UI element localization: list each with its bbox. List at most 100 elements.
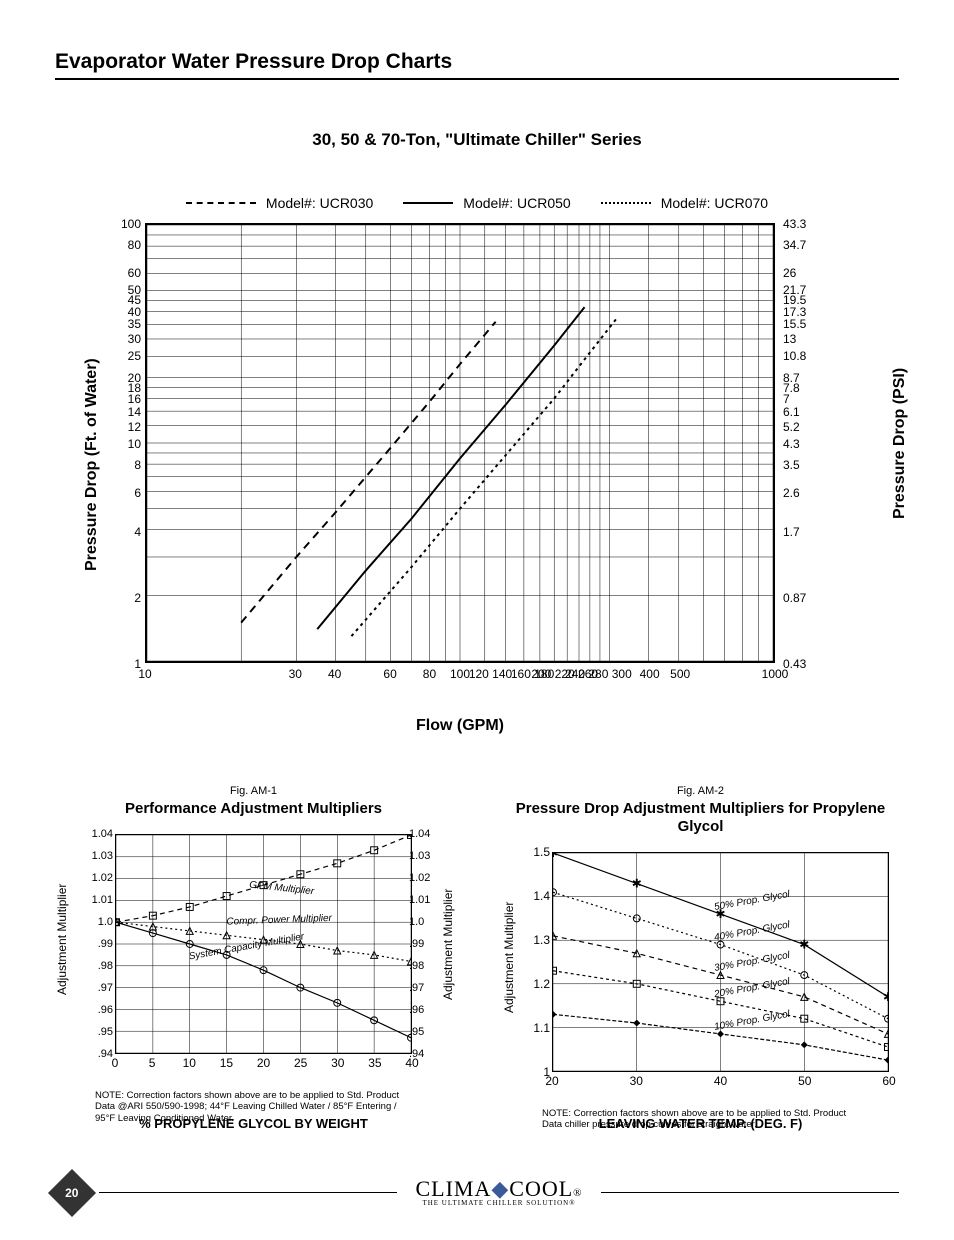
page-number-badge: 20 (48, 1169, 96, 1217)
y-tick: 1.04 (409, 828, 437, 840)
y-tick: 20 (113, 371, 141, 385)
y-tick: 1.0 (85, 916, 113, 928)
x-tick: 0 (112, 1056, 119, 1070)
x-tick: 30 (630, 1074, 643, 1088)
y-tick: 1.01 (409, 894, 437, 906)
x-tick: 400 (640, 667, 660, 681)
chart-am2-title: Pressure Drop Adjustment Multipliers for… (502, 800, 899, 836)
x-tick: 20 (545, 1074, 558, 1088)
x-tick: 1000 (762, 667, 789, 681)
y-tick: .99 (85, 938, 113, 950)
legend-label: Model#: UCR030 (266, 195, 373, 211)
y-tick-right: 5.2 (783, 420, 823, 434)
x-tick: 30 (289, 667, 302, 681)
y-tick: 1.2 (525, 977, 550, 991)
y-tick: .98 (85, 960, 113, 972)
y-tick: 1.1 (525, 1021, 550, 1035)
y-tick: 14 (113, 405, 141, 419)
legend-label: Model#: UCR070 (661, 195, 768, 211)
x-tick: 100 (450, 667, 470, 681)
y-tick-right: 4.3 (783, 437, 823, 451)
x-tick: 40 (328, 667, 341, 681)
x-tick: 40 (714, 1074, 727, 1088)
solid-line-icon (403, 202, 453, 204)
y-tick: 6 (113, 486, 141, 500)
y-tick-right: 1.7 (783, 525, 823, 539)
dotted-line-icon (601, 202, 651, 204)
x-axis-label: % PROPYLENE GLYCOL BY WEIGHT (55, 1116, 452, 1131)
y-tick-right: 0.87 (783, 591, 823, 605)
svg-text:✱: ✱ (553, 853, 558, 860)
x-tick: 80 (423, 667, 436, 681)
y-tick-right: 43.3 (783, 217, 823, 231)
x-tick: 60 (882, 1074, 895, 1088)
legend-label: Model#: UCR050 (463, 195, 570, 211)
x-tick: 40 (405, 1056, 418, 1070)
x-tick: 35 (368, 1056, 381, 1070)
y-tick: 100 (113, 217, 141, 231)
chart-am1-title: Performance Adjustment Multipliers (55, 800, 452, 818)
y-tick: .96 (85, 1004, 113, 1016)
y-tick: .95 (85, 1026, 113, 1038)
svg-text:20% Prop. Glycol: 20% Prop. Glycol (712, 976, 791, 1000)
y-tick: 1.03 (85, 850, 113, 862)
x-axis-label: Flow (GPM) (145, 717, 775, 735)
legend-item-ucr030: Model#: UCR030 (186, 195, 373, 211)
y-tick: 1.04 (85, 828, 113, 840)
y-tick: .99 (409, 938, 437, 950)
y-tick-right: 8.7 (783, 371, 823, 385)
y-tick: 1.5 (525, 845, 550, 859)
x-tick: 5 (149, 1056, 156, 1070)
y-tick: 1.3 (525, 933, 550, 947)
y-tick: 4 (113, 525, 141, 539)
legend-item-ucr050: Model#: UCR050 (403, 195, 570, 211)
x-tick: 240 280 300 (565, 667, 632, 681)
chart-am1: Fig. AM-1 Performance Adjustment Multipl… (55, 785, 452, 1131)
y-right-axis-label: Pressure Drop (PSI) (891, 223, 909, 663)
legend: Model#: UCR030 Model#: UCR050 Model#: UC… (55, 195, 899, 211)
page-footer: 20 CLIMA◆COOL® THE ULTIMATE CHILLER SOLU… (55, 1176, 899, 1210)
y-tick-right: 2.6 (783, 486, 823, 500)
brand-tagline: THE ULTIMATE CHILLER SOLUTION® (415, 1200, 582, 1207)
y-tick: 1.01 (85, 894, 113, 906)
y-left-axis-label: Pressure Drop (Ft. of Water) (83, 245, 101, 685)
y-tick: .97 (85, 982, 113, 994)
svg-text:30% Prop. Glycol: 30% Prop. Glycol (713, 950, 791, 974)
y-axis-label: Adjustment Multiplier (55, 824, 69, 1054)
y-tick-right: 6.1 (783, 405, 823, 419)
brand-logo: CLIMA◆COOL® THE ULTIMATE CHILLER SOLUTIO… (407, 1178, 590, 1207)
divider (601, 1192, 899, 1193)
am2-plot-area: ✱✱✱✱✱50% Prop. Glycol40% Prop. Glycol30%… (552, 852, 889, 1072)
y-tick: 10 (113, 437, 141, 451)
figure-caption: Fig. AM-1 (55, 785, 452, 797)
svg-text:System Capacity Multiplier: System Capacity Multiplier (188, 931, 306, 962)
y-tick: 1.03 (409, 850, 437, 862)
y-tick: .98 (409, 960, 437, 972)
x-tick: 120 140 (469, 667, 512, 681)
y-tick: 1.02 (85, 872, 113, 884)
divider (99, 1192, 397, 1193)
y-tick-right: 15.5 (783, 317, 823, 331)
y-tick: 8 (113, 458, 141, 472)
am1-plot-area: GPM MultiplierCompr. Power MultiplierSys… (115, 834, 412, 1054)
y-tick: .97 (409, 982, 437, 994)
chart-am2: Fig. AM-2 Pressure Drop Adjustment Multi… (502, 785, 899, 1131)
x-tick: 20 (257, 1056, 270, 1070)
y-tick: .96 (409, 1004, 437, 1016)
y-tick: 30 (113, 332, 141, 346)
y-axis-label: Adjustment Multiplier (502, 842, 516, 1072)
y-tick-right: 3.5 (783, 458, 823, 472)
svg-text:GPM Multiplier: GPM Multiplier (249, 880, 316, 898)
svg-text:40% Prop. Glycol: 40% Prop. Glycol (713, 919, 791, 943)
y-tick: 1.0 (409, 916, 437, 928)
y-tick: 1 (113, 657, 141, 671)
y-tick: 12 (113, 420, 141, 434)
y-tick-right: 21.7 (783, 283, 823, 297)
x-tick: 500 (670, 667, 690, 681)
y-tick: 1.02 (409, 872, 437, 884)
page-number: 20 (65, 1186, 78, 1200)
x-tick: 10 (138, 667, 151, 681)
x-tick: 15 (220, 1056, 233, 1070)
x-axis-label: LEAVING WATER TEMP. (DEG. F) (502, 1116, 899, 1131)
y-axis-label-right: Adjustment Multiplier (441, 834, 455, 1054)
